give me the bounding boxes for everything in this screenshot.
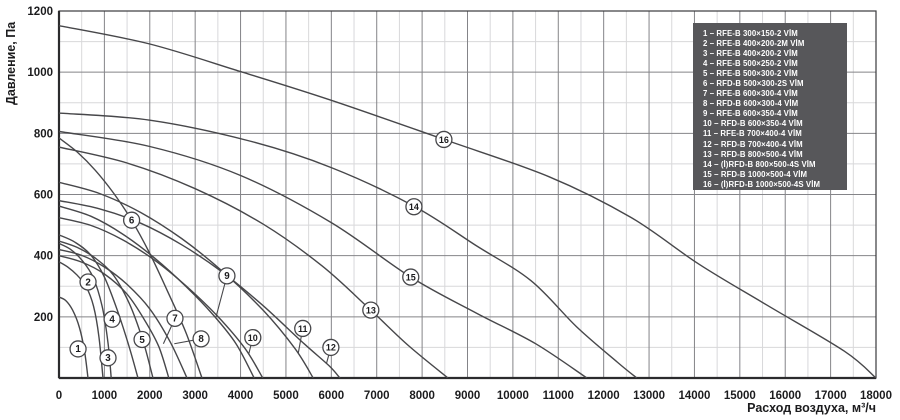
legend-item-8: 8 – RFD-B 600×300-4 VİM <box>703 99 799 109</box>
legend-item-4: 4 – RFE-B 500×250-2 VİM <box>703 59 798 69</box>
legend-item-9: 9 – RFE-B 600×350-4 VİM <box>703 109 798 119</box>
x-tick-label-9000: 9000 <box>455 390 481 402</box>
x-tick-label-5000: 5000 <box>273 390 299 402</box>
curve-11 <box>59 181 314 378</box>
curve-15 <box>59 130 588 378</box>
legend-item-15: 15 – RFD-B 1000×500-4 VİM <box>703 169 808 179</box>
curve-label-7: 7 <box>166 309 184 328</box>
curve-label-14: 14 <box>405 198 423 216</box>
curve-label-2: 2 <box>79 273 97 291</box>
y-tick-labels: 200 400 600 800 1000 1200 <box>27 6 53 324</box>
x-tick-label-1000: 1000 <box>92 390 118 402</box>
curve-number-10: 10 <box>248 333 258 343</box>
curve-number-16: 16 <box>439 135 449 145</box>
curve-label-9: 9 <box>218 267 236 285</box>
curve-number-4: 4 <box>109 315 115 326</box>
curve-label-4: 4 <box>103 310 121 328</box>
x-tick-label-17000: 17000 <box>815 390 847 402</box>
x-tick-label-8000: 8000 <box>409 390 435 402</box>
curve-1 <box>59 296 89 378</box>
legend-item-11: 11 – RFE-B 700×400-4 VİM <box>703 129 802 139</box>
y-tick-label-800: 800 <box>34 128 53 140</box>
curve-number-15: 15 <box>406 272 416 282</box>
curve-number-6: 6 <box>129 215 135 226</box>
curve-label-6: 6 <box>122 211 141 229</box>
x-tick-label-4000: 4000 <box>228 390 254 402</box>
curve-14 <box>59 112 638 378</box>
y-axis-title: Давление, Па <box>4 21 18 105</box>
x-tick-label-7000: 7000 <box>364 390 390 402</box>
curve-label-11: 11 <box>294 319 312 338</box>
curve-number-11: 11 <box>298 324 308 334</box>
curve-4 <box>59 234 139 378</box>
x-tick-label-13000: 13000 <box>633 390 665 402</box>
x-tick-label-6000: 6000 <box>319 390 345 402</box>
legend-item-2: 2 – RFE-B 400×200-2M VİM <box>703 39 805 49</box>
curve-label-15: 15 <box>402 268 420 286</box>
legend-item-7: 7 – RFE-B 600×300-4 VİM <box>703 89 798 99</box>
legend-item-14: 14 – (İ)RFD-B 800×500-4S VİM <box>703 159 816 169</box>
y-tick-label-200: 200 <box>34 312 53 324</box>
legend: 1 – RFE-B 300×150-2 VİM 2 – RFE-B 400×200… <box>693 23 847 190</box>
x-tick-label-11000: 11000 <box>543 390 574 402</box>
curve-number-14: 14 <box>409 202 419 212</box>
x-tick-label-15000: 15000 <box>724 390 756 402</box>
legend-item-1: 1 – RFE-B 300×150-2 VİM <box>703 29 798 38</box>
curve-7 <box>59 255 170 378</box>
curve-number-2: 2 <box>85 277 91 288</box>
curve-number-12: 12 <box>326 343 336 353</box>
curve-number-9: 9 <box>224 271 230 282</box>
x-tick-label-16000: 16000 <box>769 390 801 402</box>
curve-label-16: 16 <box>435 130 453 149</box>
x-tick-label-12000: 12000 <box>588 390 620 402</box>
legend-item-16: 16 – (İ)RFD-B 1000×500-4S VİM <box>703 179 821 189</box>
y-tick-label-1200: 1200 <box>27 6 53 18</box>
curve-number-3: 3 <box>105 353 111 364</box>
legend-item-3: 3 – RFE-B 400×200-2 VİM <box>703 49 798 59</box>
curve-number-13: 13 <box>366 305 376 315</box>
curve-number-5: 5 <box>139 335 145 346</box>
curve-label-10: 10 <box>244 328 262 347</box>
y-tick-label-400: 400 <box>34 251 53 263</box>
legend-item-5: 5 – RFE-B 500×300-2 VİM <box>703 69 798 79</box>
curve-label-8: 8 <box>192 330 210 348</box>
x-tick-label-14000: 14000 <box>678 390 710 402</box>
curve-number-1: 1 <box>75 344 81 355</box>
x-tick-label-0: 0 <box>56 390 62 402</box>
legend-item-13: 13 – RFD-B 800×500-4 VİM <box>703 149 803 159</box>
curve-13 <box>59 146 449 378</box>
curves <box>59 25 876 378</box>
curve-label-12: 12 <box>322 338 340 357</box>
curve-number-8: 8 <box>198 334 204 345</box>
curve-label-3: 3 <box>99 349 117 367</box>
curve-label-5: 5 <box>133 330 151 349</box>
curve-label-13: 13 <box>362 301 380 319</box>
curve-number-7: 7 <box>172 314 178 325</box>
x-axis-title: Расход воздуха, м³/ч <box>747 401 876 415</box>
x-tick-label-18000: 18000 <box>860 390 892 402</box>
y-tick-label-1000: 1000 <box>27 67 53 79</box>
y-tick-label-600: 600 <box>34 190 53 202</box>
legend-item-6: 6 – RFD-B 500×300-2S VİM <box>703 79 804 89</box>
curve-label-1: 1 <box>69 340 87 358</box>
legend-item-10: 10 – RFD-B 600×350-4 VİM <box>703 119 803 129</box>
x-tick-label-2000: 2000 <box>137 390 163 402</box>
x-tick-label-3000: 3000 <box>182 390 208 402</box>
curve-10 <box>59 217 264 378</box>
legend-item-12: 12 – RFD-B 700×400-4 VİM <box>703 139 803 149</box>
x-tick-labels: 0 1000 2000 3000 4000 5000 6000 7000 8000 9000 100… <box>56 390 892 402</box>
curve-8 <box>59 248 188 378</box>
x-tick-label-10000: 10000 <box>497 390 529 402</box>
curve-16 <box>59 25 876 378</box>
